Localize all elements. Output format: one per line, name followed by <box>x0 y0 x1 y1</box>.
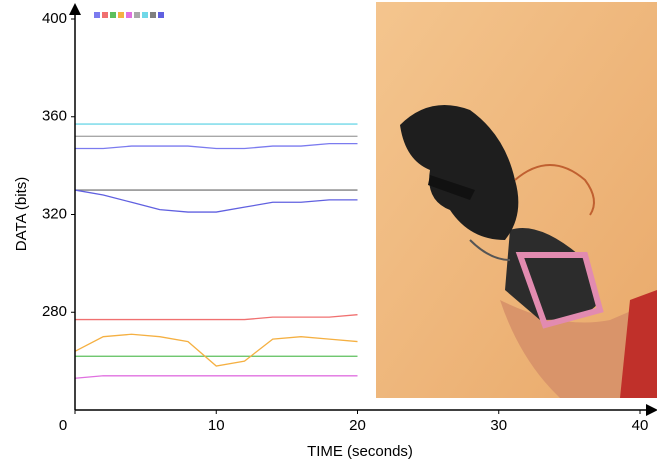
legend-swatch <box>102 12 108 18</box>
series-line <box>75 314 358 321</box>
y-tick-label: 280 <box>42 303 67 320</box>
series-line <box>75 142 358 150</box>
x-tick-label: 20 <box>349 417 366 434</box>
legend-swatch <box>142 12 148 18</box>
y-tick-label: 360 <box>42 108 67 125</box>
legend-swatch <box>134 12 140 18</box>
series-line <box>74 375 358 379</box>
x-tick-label: 30 <box>490 417 507 434</box>
y-tick-label: 400 <box>42 10 67 27</box>
y-tick-label: 320 <box>42 205 67 222</box>
legend-swatch <box>118 12 124 18</box>
x-axis-label: TIME (seconds) <box>307 443 413 460</box>
legend-swatch <box>150 12 156 18</box>
y-axis-label: DATA (bits) <box>13 177 30 251</box>
legend-swatch <box>126 12 132 18</box>
x-tick-label: 10 <box>208 417 225 434</box>
x-tick-label: 40 <box>632 417 649 434</box>
series-line <box>74 333 358 367</box>
legend-swatch <box>110 12 116 18</box>
series-line <box>74 189 358 213</box>
photo <box>376 2 657 398</box>
legend-swatch <box>158 12 164 18</box>
legend-swatch <box>94 12 100 18</box>
x-tick-label: 0 <box>59 417 67 434</box>
